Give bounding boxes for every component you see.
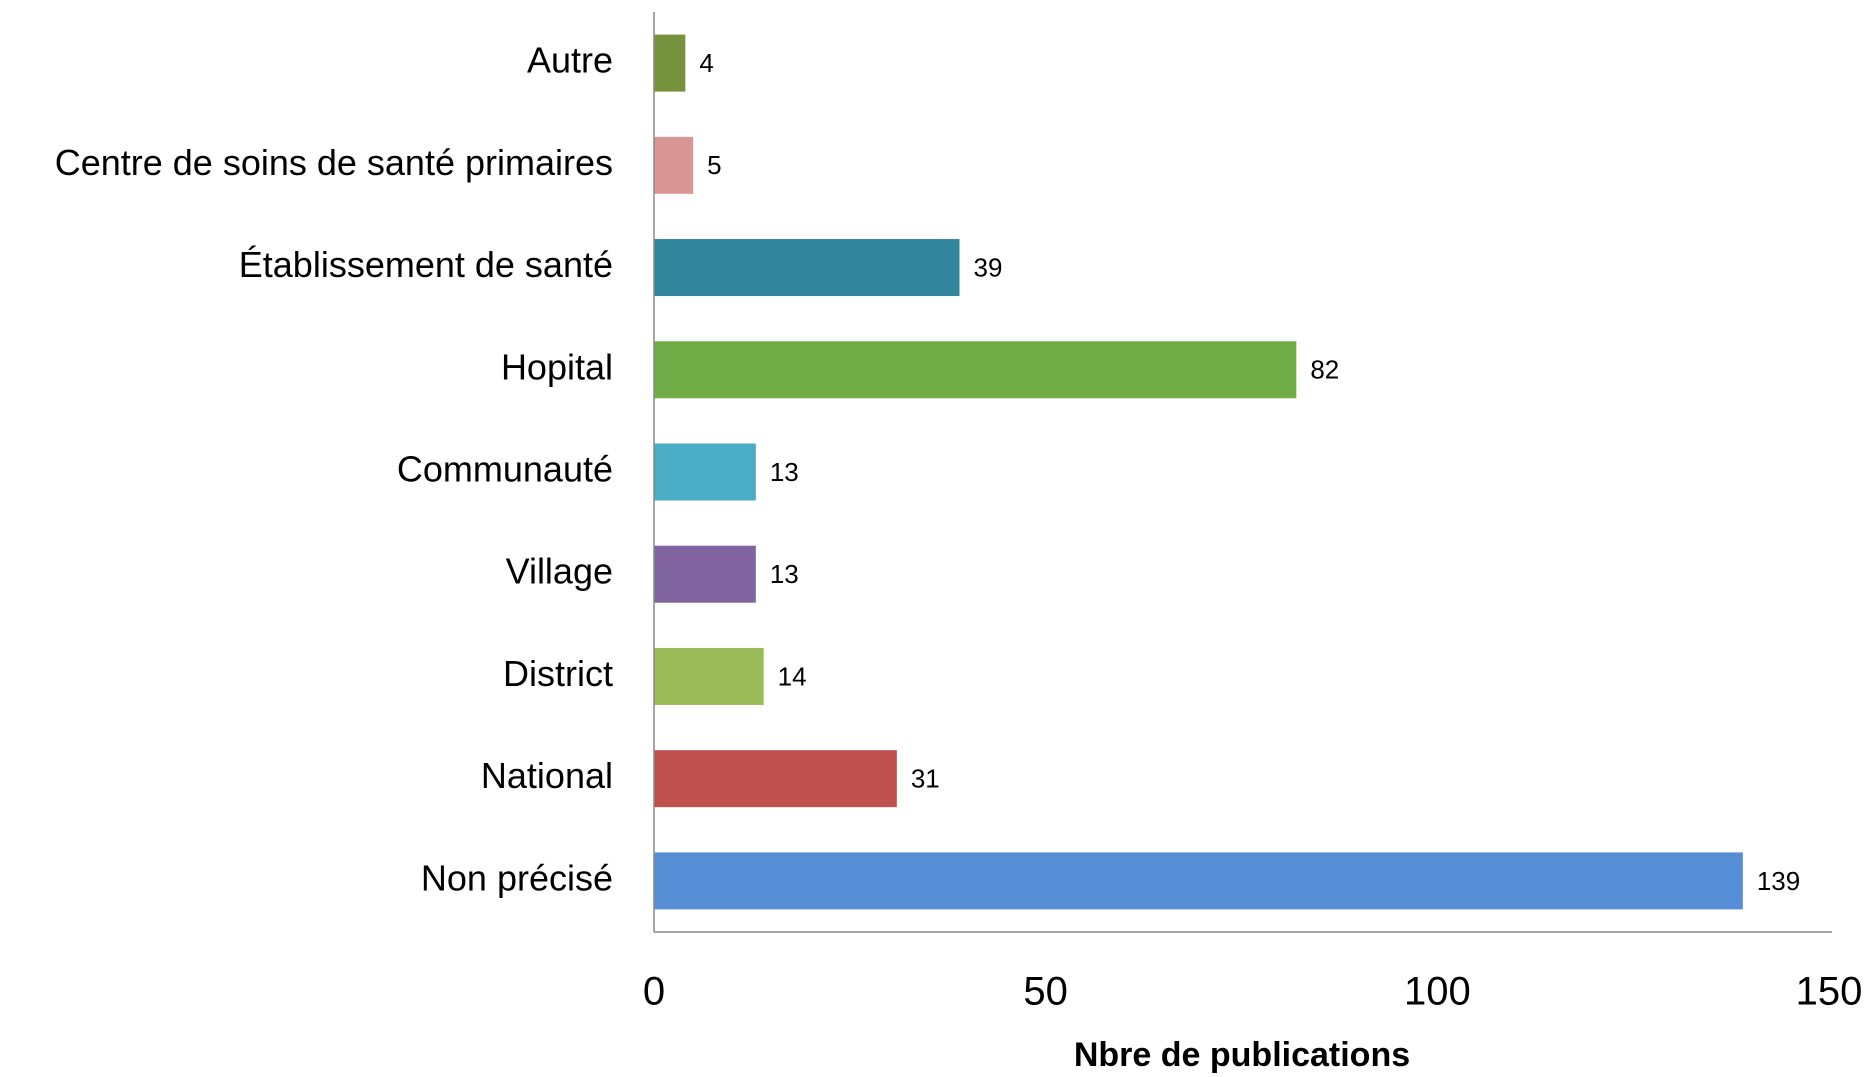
x-axis-title: Nbre de publications [1074,1036,1410,1074]
y-tick-label: Communauté [397,449,613,490]
x-tick-label: 0 [643,970,665,1014]
bar [654,750,897,808]
y-tick-label: Autre [527,40,613,81]
x-tick-label: 50 [1023,970,1068,1014]
data-label: 13 [770,457,799,487]
y-tick-label: National [481,755,613,796]
bar [654,852,1743,910]
data-label: 39 [974,252,1003,282]
y-tick-label: Non précisé [421,857,613,898]
data-label: 14 [778,661,807,691]
bar [654,545,756,603]
bar [654,239,960,297]
bar [654,443,756,501]
data-label: 31 [911,764,940,794]
x-tick-label: 100 [1404,970,1471,1014]
y-tick-label: Centre de soins de santé primaires [55,142,613,183]
data-label: 82 [1310,355,1339,385]
bar [654,136,694,194]
bar [654,647,764,705]
bar [654,34,686,92]
data-label: 13 [770,559,799,589]
y-tick-label: Village [506,551,613,592]
y-tick-label: District [503,653,613,694]
data-label: 5 [707,150,721,180]
y-tick-label: Établissement de santé [239,244,613,285]
x-tick-label: 150 [1796,970,1863,1014]
data-label: 139 [1757,866,1800,896]
bar [654,341,1297,399]
data-label: 4 [699,48,713,78]
y-tick-label: Hopital [501,346,613,387]
